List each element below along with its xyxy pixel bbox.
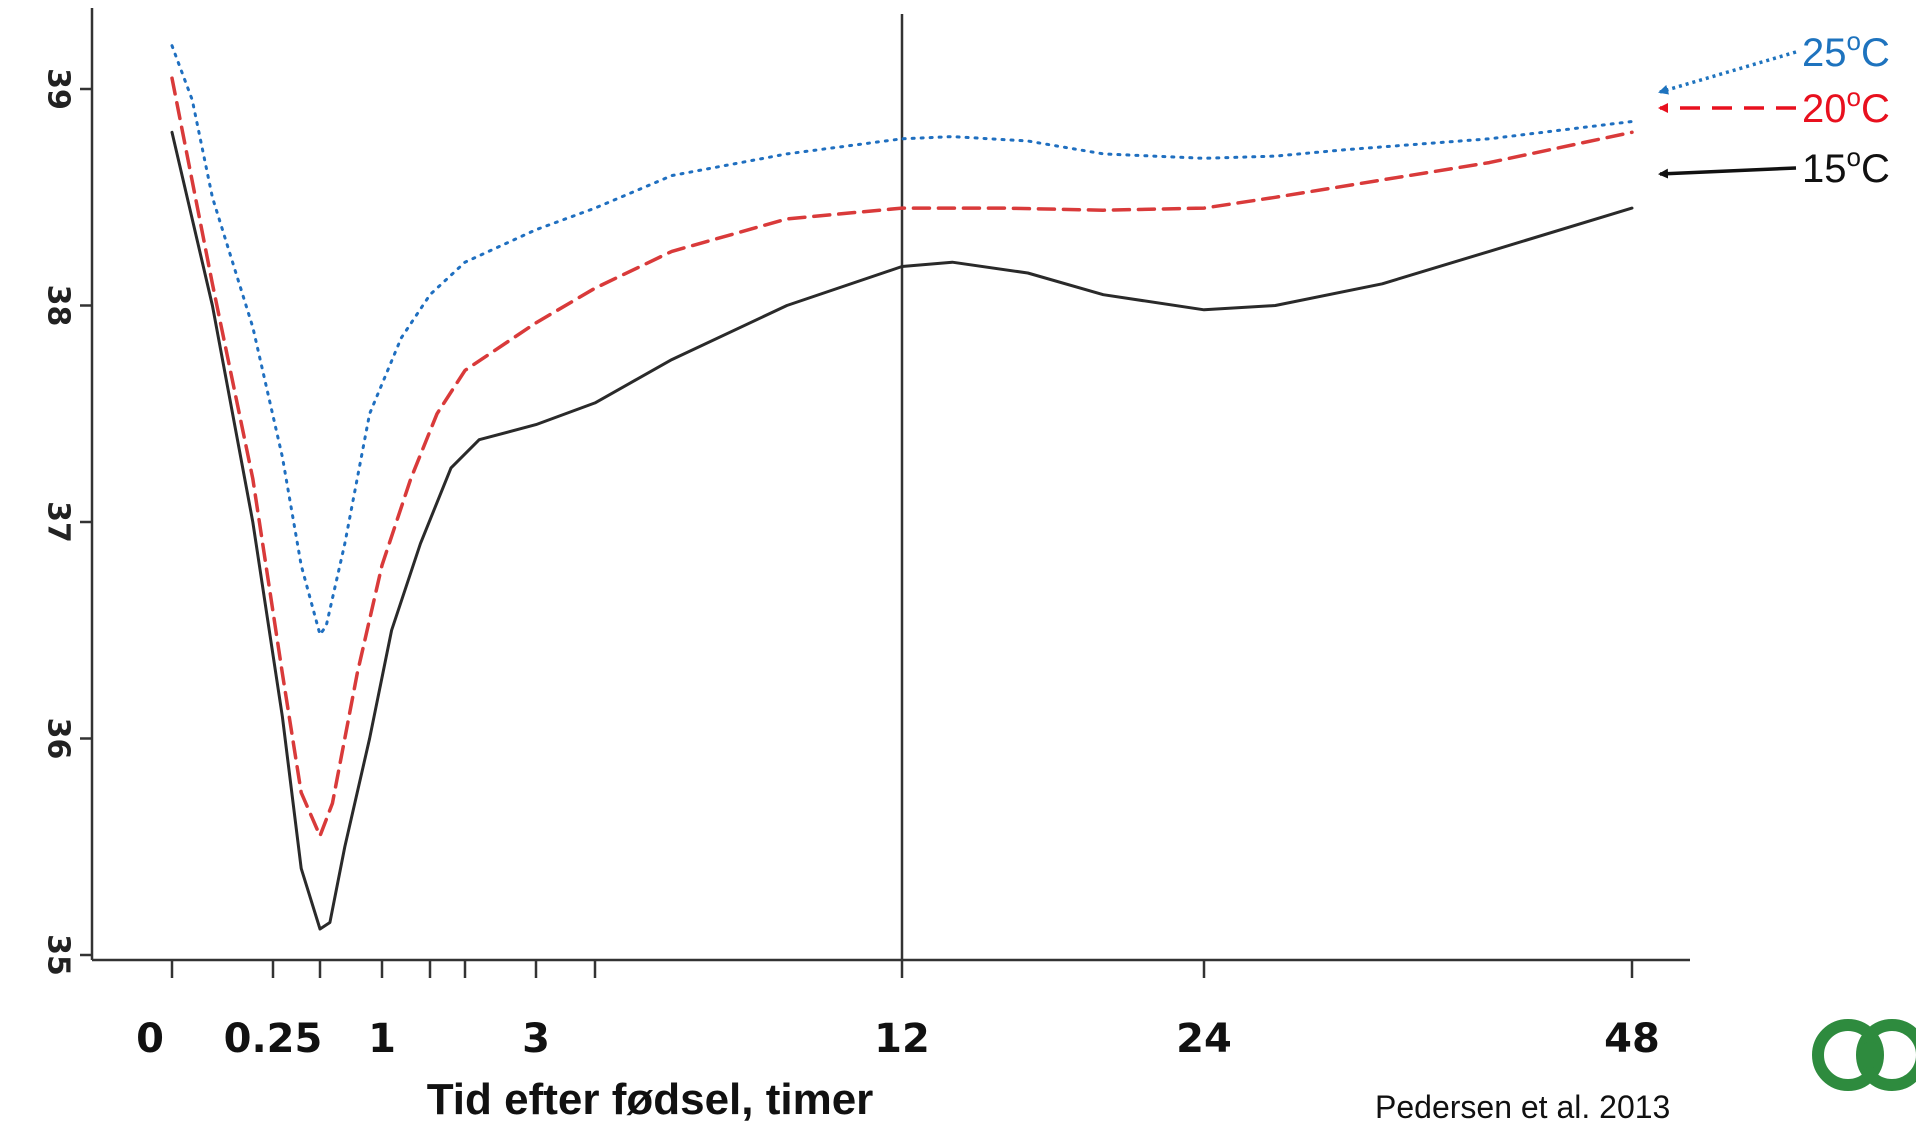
series-line-15c xyxy=(170,130,1634,931)
y-tick-label: 35 xyxy=(41,934,76,976)
y-tick-label: 39 xyxy=(41,68,76,110)
chart-axes xyxy=(90,8,1690,962)
logo-center xyxy=(1857,1042,1883,1068)
x-tick-label: 24 xyxy=(1176,1016,1232,1062)
x-tick-label: 1 xyxy=(368,1016,396,1062)
x-tick-label: 12 xyxy=(874,1016,930,1062)
legend-label-15c: 15oC xyxy=(1802,142,1890,191)
legend: 25oC 20oC 15oC xyxy=(1658,26,1890,191)
legend-label-20c: 20oC xyxy=(1802,82,1890,131)
x-tick-label: 0.25 xyxy=(224,1016,323,1062)
x-tick-label: 3 xyxy=(522,1016,550,1062)
series-line-25c xyxy=(170,44,1634,637)
landbrug-fodevarer-logo xyxy=(1812,1019,1916,1091)
legend-arrow-25c xyxy=(1658,50,1797,95)
x-ticks: 0 0.25 1 3 12 24 48 xyxy=(136,960,1660,1062)
series-group xyxy=(170,44,1634,931)
y-tick-label: 38 xyxy=(41,285,76,327)
series-line-20c xyxy=(170,76,1634,838)
x-tick-label: 0 xyxy=(136,1016,164,1062)
y-ticks: 35 36 37 38 39 xyxy=(41,68,92,976)
x-axis-label: Tid efter fødsel, timer xyxy=(427,1075,874,1124)
citation: Pedersen et al. 2013 xyxy=(1375,1089,1670,1124)
x-tick-label: 48 xyxy=(1604,1016,1660,1062)
legend-arrow-15c xyxy=(1658,166,1797,179)
y-tick-label: 37 xyxy=(41,501,76,543)
y-tick-label: 36 xyxy=(41,718,76,760)
legend-label-25c: 25oC xyxy=(1802,26,1890,75)
